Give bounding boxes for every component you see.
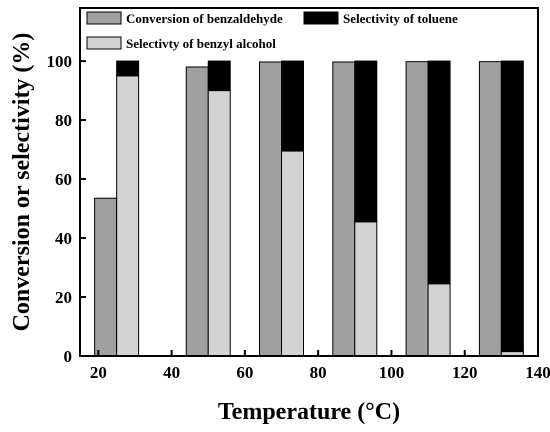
bar-selectivity-toluene [427,60,451,285]
x-axis-title: Temperature (°C) [218,399,400,425]
bar-selectivity-benzyl-alcohol [427,283,451,357]
bar-conversion [478,61,502,357]
bar-selectivity-benzyl-alcohol [281,150,305,357]
legend-label-conversion: Conversion of benzaldehyde [126,11,283,26]
bars-layer [94,60,524,357]
bar-conversion [405,61,429,357]
x-tick-label: 140 [525,363,550,382]
x-tick-label: 60 [236,363,253,382]
x-tick-label: 20 [90,363,107,382]
x-tick-label: 100 [379,363,405,382]
bar-conversion [94,197,118,357]
bar-conversion [259,61,283,357]
bar-selectivity-toluene [500,60,524,353]
legend-label-benzyl-alcohol: Selectivty of benzyl alcohol [126,36,276,51]
bar-selectivity-benzyl-alcohol [207,90,231,357]
y-tick-label: 80 [55,111,72,130]
x-tick-label: 80 [310,363,327,382]
x-tick-label: 120 [452,363,478,382]
bar-selectivity-toluene [281,60,305,152]
x-tick-label: 40 [163,363,180,382]
legend-label-toluene: Selectivity of toluene [343,11,458,26]
bar-conversion [185,66,209,357]
bar-selectivity-benzyl-alcohol [354,221,378,357]
y-tick-label: 100 [47,52,73,71]
legend-swatch-benzyl-alcohol [86,36,122,50]
legend-swatch-toluene [303,11,339,25]
bar-conversion [332,61,356,357]
bar-selectivity-toluene [116,60,140,77]
legend-swatch-conversion [86,11,122,25]
ticks-layer: 20 40 60 80 100 120 140 0 20 40 60 80 100 [47,52,550,382]
y-tick-label: 40 [55,229,72,248]
bar-selectivity-toluene [354,60,378,223]
y-tick-label: 0 [64,347,73,366]
y-axis-title: Conversion or selectivity (%) [9,33,35,332]
y-tick-label: 60 [55,170,72,189]
plot-frame [79,7,539,357]
bar-selectivity-toluene [207,60,231,92]
bar-selectivity-benzyl-alcohol [116,75,140,357]
legend: Conversion of benzaldehyde Selectivity o… [86,11,458,51]
y-tick-label: 20 [55,288,72,307]
